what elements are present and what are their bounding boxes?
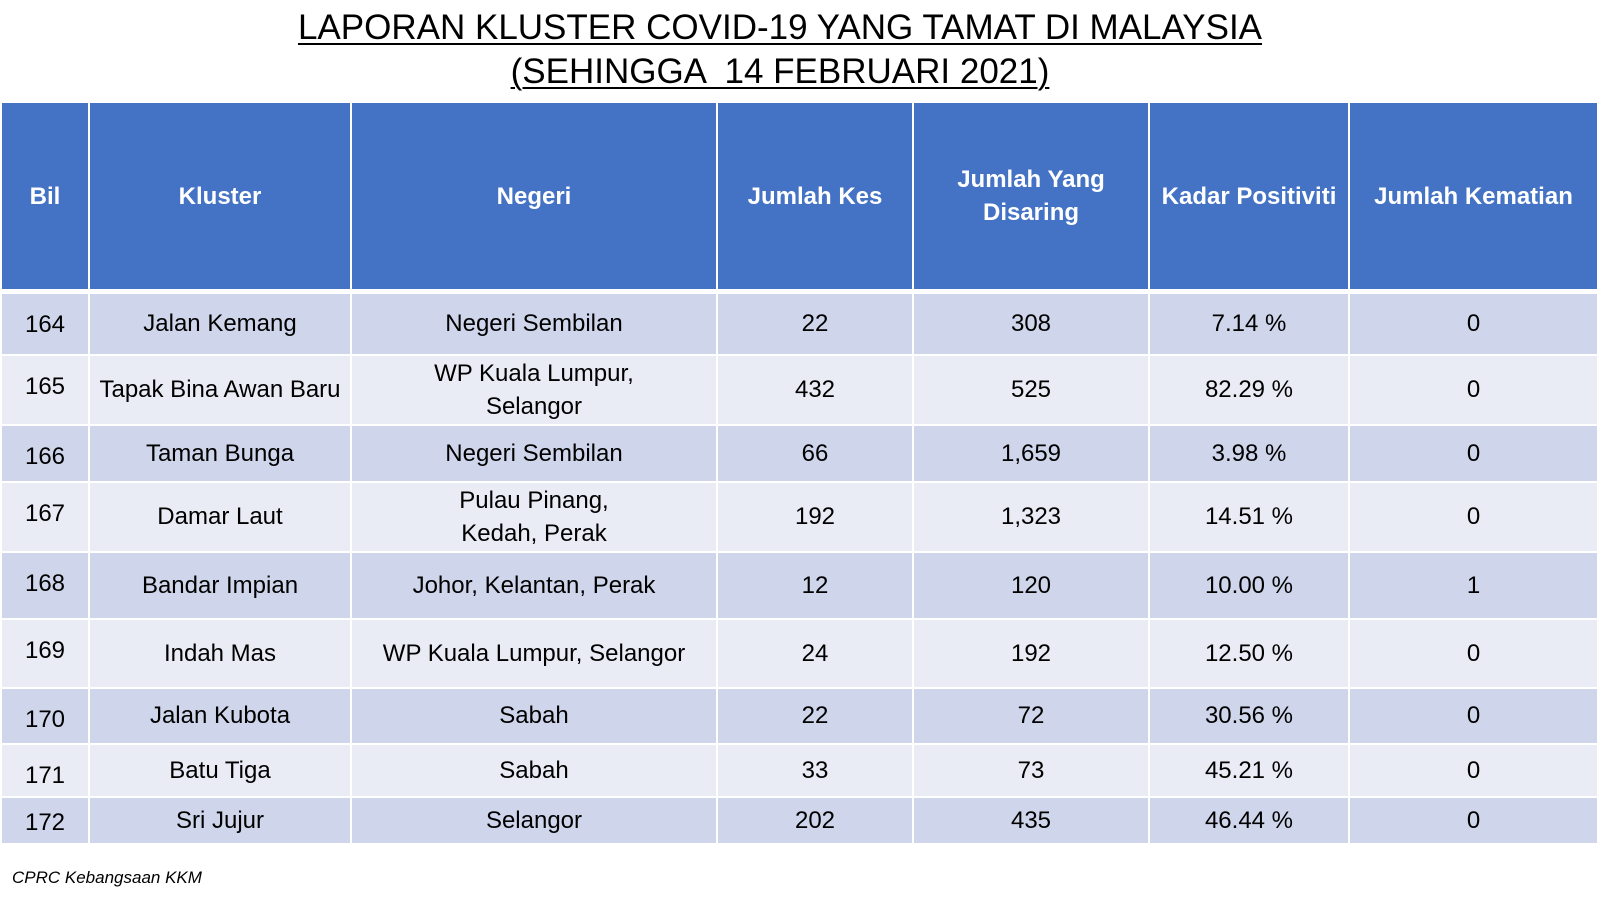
report-title: LAPORAN KLUSTER COVID-19 YANG TAMAT DI M… xyxy=(0,6,1560,94)
cell-negeri: Negeri Sembilan xyxy=(350,290,718,356)
cell-jumlah-disaring: 73 xyxy=(912,742,1150,798)
cell-jumlah-kes: 192 xyxy=(716,480,914,553)
cell-negeri: WP Kuala Lumpur, Selangor xyxy=(350,353,718,426)
cell-kluster: Bandar Impian xyxy=(88,550,352,620)
cell-negeri: Johor, Kelantan, Perak xyxy=(350,550,718,620)
cell-negeri: WP Kuala Lumpur, Selangor xyxy=(350,617,718,689)
cell-jumlah-disaring: 1,659 xyxy=(912,423,1150,483)
cell-jumlah-kes: 202 xyxy=(716,795,914,845)
header-kadar-positiviti: Kadar Positiviti xyxy=(1148,101,1350,294)
cell-jumlah-kes: 12 xyxy=(716,550,914,620)
cell-kluster: Taman Bunga xyxy=(88,423,352,483)
cell-kadar-positiviti: 10.00 % xyxy=(1148,550,1350,620)
cell-kluster: Sri Jujur xyxy=(88,795,352,845)
cell-jumlah-kematian: 0 xyxy=(1348,353,1599,426)
cell-jumlah-kematian: 0 xyxy=(1348,423,1599,483)
cell-kadar-positiviti: 3.98 % xyxy=(1148,423,1350,483)
cell-kadar-positiviti: 14.51 % xyxy=(1148,480,1350,553)
table-row: 169 Indah Mas WP Kuala Lumpur, Selangor … xyxy=(0,617,1599,689)
cell-jumlah-kes: 33 xyxy=(716,742,914,798)
cell-kadar-positiviti: 30.56 % xyxy=(1148,686,1350,745)
cell-kluster: Batu Tiga xyxy=(88,742,352,798)
source-note: CPRC Kebangsaan KKM xyxy=(12,868,202,887)
table-header-row: Bil Kluster Negeri Jumlah Kes Jumlah Yan… xyxy=(0,101,1599,294)
cell-kluster: Jalan Kemang xyxy=(88,290,352,356)
cell-jumlah-disaring: 192 xyxy=(912,617,1150,689)
cell-bil: 170 xyxy=(0,686,90,745)
cluster-table: Bil Kluster Negeri Jumlah Kes Jumlah Yan… xyxy=(0,101,1599,845)
cell-jumlah-kes: 22 xyxy=(716,290,914,356)
cell-negeri: Negeri Sembilan xyxy=(350,423,718,483)
cell-jumlah-disaring: 72 xyxy=(912,686,1150,745)
cell-negeri: Sabah xyxy=(350,742,718,798)
cell-negeri: Selangor xyxy=(350,795,718,845)
table-row: 172 Sri Jujur Selangor 202 435 46.44 % 0 xyxy=(0,795,1599,845)
cell-jumlah-kematian: 0 xyxy=(1348,290,1599,356)
table-row: 171 Batu Tiga Sabah 33 73 45.21 % 0 xyxy=(0,742,1599,798)
cell-kadar-positiviti: 12.50 % xyxy=(1148,617,1350,689)
cell-kluster: Jalan Kubota xyxy=(88,686,352,745)
cell-kluster: Tapak Bina Awan Baru xyxy=(88,353,352,426)
cell-kadar-positiviti: 82.29 % xyxy=(1148,353,1350,426)
cell-bil: 165 xyxy=(0,353,90,426)
table-row: 167 Damar Laut Pulau Pinang, Kedah, Pera… xyxy=(0,480,1599,553)
cell-negeri: Sabah xyxy=(350,686,718,745)
title-line-2: (SEHINGGA 14 FEBRUARI 2021) xyxy=(510,52,1050,91)
cell-jumlah-kes: 432 xyxy=(716,353,914,426)
cell-bil: 166 xyxy=(0,423,90,483)
table-row: 165 Tapak Bina Awan Baru WP Kuala Lumpur… xyxy=(0,353,1599,426)
cell-bil: 171 xyxy=(0,742,90,798)
cell-jumlah-kematian: 0 xyxy=(1348,742,1599,798)
cell-negeri: Pulau Pinang, Kedah, Perak xyxy=(350,480,718,553)
header-jumlah-kematian: Jumlah Kematian xyxy=(1348,101,1599,294)
cell-kadar-positiviti: 45.21 % xyxy=(1148,742,1350,798)
cell-jumlah-kematian: 0 xyxy=(1348,617,1599,689)
cell-bil: 169 xyxy=(0,617,90,689)
table-row: 168 Bandar Impian Johor, Kelantan, Perak… xyxy=(0,550,1599,620)
table-row: 166 Taman Bunga Negeri Sembilan 66 1,659… xyxy=(0,423,1599,483)
cell-jumlah-disaring: 525 xyxy=(912,353,1150,426)
cell-jumlah-kematian: 0 xyxy=(1348,795,1599,845)
header-bil: Bil xyxy=(0,101,90,294)
header-jumlah-kes: Jumlah Kes xyxy=(716,101,914,294)
header-negeri: Negeri xyxy=(350,101,718,294)
cell-jumlah-kematian: 0 xyxy=(1348,686,1599,745)
cell-kadar-positiviti: 46.44 % xyxy=(1148,795,1350,845)
cell-jumlah-kes: 66 xyxy=(716,423,914,483)
cell-bil: 167 xyxy=(0,480,90,553)
cell-kadar-positiviti: 7.14 % xyxy=(1148,290,1350,356)
cell-jumlah-kematian: 0 xyxy=(1348,480,1599,553)
header-jumlah-disaring: Jumlah Yang Disaring xyxy=(912,101,1150,294)
title-line-1: LAPORAN KLUSTER COVID-19 YANG TAMAT DI M… xyxy=(297,8,1263,47)
cell-jumlah-disaring: 1,323 xyxy=(912,480,1150,553)
cell-jumlah-disaring: 435 xyxy=(912,795,1150,845)
table-row: 170 Jalan Kubota Sabah 22 72 30.56 % 0 xyxy=(0,686,1599,745)
cell-jumlah-disaring: 120 xyxy=(912,550,1150,620)
cell-jumlah-kematian: 1 xyxy=(1348,550,1599,620)
cell-jumlah-disaring: 308 xyxy=(912,290,1150,356)
header-kluster: Kluster xyxy=(88,101,352,294)
cell-jumlah-kes: 24 xyxy=(716,617,914,689)
cell-bil: 168 xyxy=(0,550,90,620)
cell-kluster: Damar Laut xyxy=(88,480,352,553)
cell-kluster: Indah Mas xyxy=(88,617,352,689)
table-row: 164 Jalan Kemang Negeri Sembilan 22 308 … xyxy=(0,290,1599,356)
cell-bil: 164 xyxy=(0,290,90,356)
cell-bil: 172 xyxy=(0,795,90,845)
cell-jumlah-kes: 22 xyxy=(716,686,914,745)
